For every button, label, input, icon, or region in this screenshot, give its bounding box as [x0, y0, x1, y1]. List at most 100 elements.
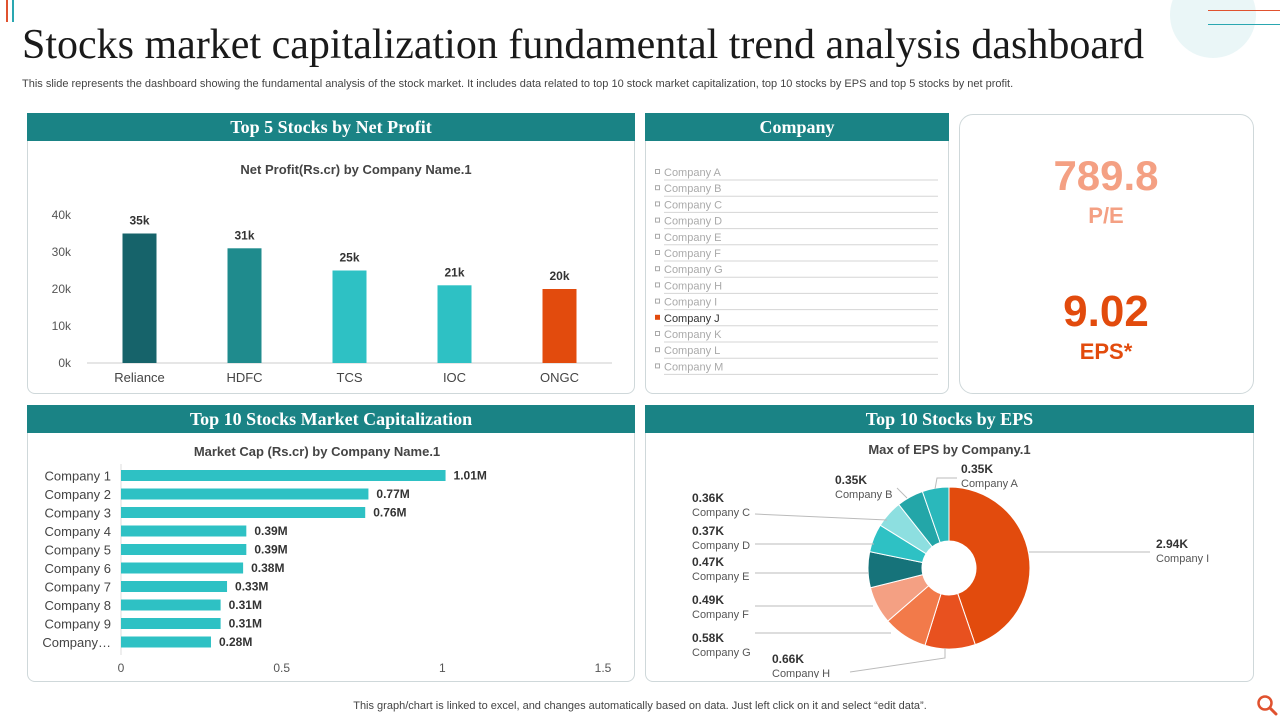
category-label: Company 1 [45, 469, 111, 484]
category-label: Company 5 [45, 543, 111, 558]
market-cap-chart[interactable]: Company 1 1.01M Company 2 0.77M Company 3 0.7… [27, 460, 635, 680]
checkbox [655, 217, 660, 223]
bar-value-label: 35k [129, 214, 149, 228]
y-tick-label: 30k [52, 245, 72, 259]
company-item-label[interactable]: Company H [664, 280, 722, 292]
bar-3 [121, 507, 366, 518]
slice-category-label: Company D [692, 540, 750, 552]
category-label: Company 4 [45, 524, 111, 539]
page-title: Stocks market capitalization fundamental… [22, 22, 1144, 68]
checkbox [655, 363, 660, 369]
leader-line [896, 487, 908, 499]
slice-value-label: 0.58K [692, 631, 724, 645]
bar-hdfc [227, 248, 262, 363]
y-tick-label: 40k [52, 208, 72, 222]
footer-note: This graph/chart is linked to excel, and… [353, 700, 927, 712]
slice-category-label: Company B [835, 489, 892, 501]
company-item-label[interactable]: Company A [664, 167, 722, 179]
slice-value-label: 0.35K [961, 462, 993, 476]
bar-value-label: 25k [339, 251, 359, 265]
company-item-label[interactable]: Company J [664, 313, 720, 325]
x-tick-label: 1 [439, 661, 446, 675]
checkbox [655, 185, 660, 191]
x-tick-label: HDFC [226, 370, 262, 385]
company-item-label[interactable]: Company B [664, 183, 721, 195]
net-profit-chart[interactable]: 0k 10k 20k 30k 40k 35k Reliance 31k HDFC 25k TCS 21… [27, 150, 635, 390]
search-icon[interactable] [1256, 694, 1278, 716]
bar-value-label: 0.31M [229, 598, 262, 612]
net-profit-panel-header: Top 5 Stocks by Net Profit [27, 113, 635, 141]
y-tick-label: 10k [52, 319, 72, 333]
y-tick-label: 0k [58, 356, 72, 370]
deco-bar-red [6, 0, 8, 22]
slice-category-label: Company G [692, 647, 751, 659]
slice-company-i [948, 486, 1031, 646]
x-tick-label: ONGC [540, 370, 579, 385]
leader-line [934, 477, 957, 490]
x-tick-label: TCS [337, 370, 363, 385]
category-label: Company 9 [45, 617, 111, 632]
slice-category-label: Company H [772, 668, 830, 678]
x-tick-label: 1.5 [595, 661, 612, 675]
company-item-label[interactable]: Company L [664, 345, 720, 357]
deco-line-red [1208, 10, 1280, 11]
bar-ongc [542, 289, 577, 363]
bar-5 [121, 544, 247, 555]
slice-category-label: Company E [692, 571, 749, 583]
bar-10 [121, 636, 211, 648]
bar-value-label: 0.33M [235, 580, 268, 594]
company-item-label[interactable]: Company D [664, 216, 722, 228]
slice-category-label: Company A [961, 478, 1019, 490]
search-icon-handle [1268, 706, 1278, 716]
bar-value-label: 20k [549, 269, 569, 283]
slice-category-label: Company I [1156, 553, 1209, 565]
checkbox [655, 201, 660, 207]
company-slicer-list[interactable]: Company A Company B Company C Company D Comp… [645, 163, 945, 378]
x-tick-label: 0.5 [273, 661, 290, 675]
company-item-label[interactable]: Company M [664, 361, 723, 373]
bar-6 [121, 562, 244, 574]
bar-tcs [332, 270, 367, 363]
checkbox [655, 282, 660, 288]
market-cap-panel [27, 405, 635, 682]
category-label: Company 6 [45, 561, 111, 576]
decorative-bars [6, 0, 18, 22]
slice-value-label: 0.49K [692, 593, 724, 607]
search-icon-lens [1257, 695, 1273, 711]
deco-line-teal [1208, 24, 1280, 25]
category-label: Company 3 [45, 506, 111, 521]
decorative-circle [1170, 0, 1256, 58]
company-item-label[interactable]: Company G [664, 264, 723, 276]
slice-value-label: 0.35K [835, 473, 867, 487]
slice-category-label: Company F [692, 609, 749, 621]
kpi-panel [959, 114, 1254, 394]
bar-value-label: 31k [234, 228, 254, 242]
eps-value: 9.02 [1063, 287, 1149, 336]
deco-bar-teal [12, 0, 14, 22]
slice-company-a [921, 486, 950, 544]
slice-value-label: 0.66K [772, 652, 804, 666]
bar-8 [121, 599, 221, 611]
company-item-label[interactable]: Company E [664, 232, 721, 244]
bar-ioc [437, 285, 472, 363]
eps-donut-chart[interactable]: 2.94K Company I 0.66K Company H 0.58K Company… [645, 458, 1254, 678]
page-subtitle: This slide represents the dashboard show… [22, 78, 1014, 90]
slice-value-label: 0.47K [692, 555, 724, 569]
decorative-lines [1208, 10, 1280, 28]
company-item-label[interactable]: Company K [664, 329, 722, 341]
eps-chart-title: Max of EPS by Company.1 [868, 442, 1031, 457]
bar-9 [121, 618, 221, 629]
company-item-label[interactable]: Company F [664, 248, 721, 260]
category-label: Company 7 [45, 580, 111, 595]
pe-value: 789.8 [1053, 152, 1159, 199]
company-item-label[interactable]: Company I [664, 297, 717, 309]
checkbox [655, 298, 660, 304]
bar-reliance [122, 233, 157, 363]
checkbox [655, 169, 660, 174]
market-cap-panel-header: Top 10 Stocks Market Capitalization [27, 405, 635, 433]
slice-category-label: Company C [692, 507, 750, 519]
x-tick-label: 0 [118, 661, 125, 675]
x-tick-label: IOC [443, 370, 466, 385]
company-item-label[interactable]: Company C [664, 199, 722, 211]
eps-panel-header: Top 10 Stocks by EPS [645, 405, 1254, 433]
